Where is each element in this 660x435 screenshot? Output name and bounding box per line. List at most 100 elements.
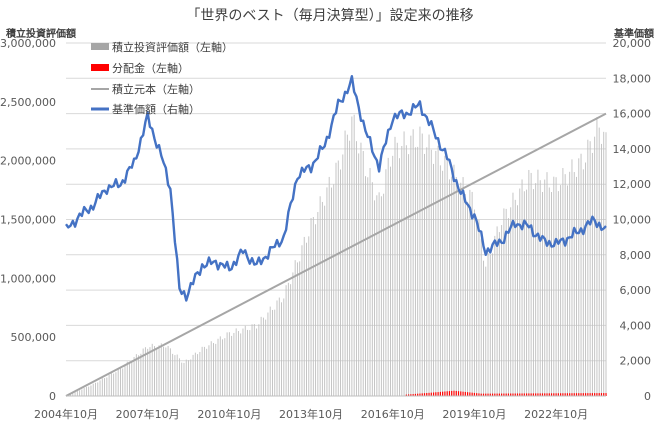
valuation-bar	[337, 160, 339, 396]
valuation-bar	[319, 196, 321, 396]
distribution-bar	[569, 393, 571, 396]
valuation-bar	[362, 151, 364, 396]
distribution-bar	[480, 393, 482, 396]
valuation-bar	[598, 127, 600, 396]
valuation-bar	[346, 134, 348, 396]
valuation-bar	[414, 147, 416, 396]
valuation-bar	[269, 306, 271, 396]
valuation-bar	[483, 260, 484, 396]
valuation-bar	[551, 192, 552, 396]
distribution-bar	[478, 393, 480, 396]
distribution-bar	[437, 392, 439, 396]
valuation-bar	[160, 343, 162, 396]
valuation-bar	[99, 380, 101, 396]
valuation-bar	[138, 355, 140, 396]
valuation-bar	[464, 194, 466, 396]
valuation-bar	[117, 369, 119, 396]
valuation-bar	[426, 147, 428, 396]
valuation-bar	[113, 373, 115, 396]
valuation-bar	[562, 168, 564, 396]
valuation-bar	[301, 245, 303, 396]
valuation-bar	[555, 177, 557, 396]
distribution-bar	[455, 390, 457, 396]
valuation-bar	[539, 180, 541, 396]
distribution-bar	[582, 393, 584, 396]
valuation-bar	[458, 191, 459, 396]
y-right-tick-label: 8,000	[620, 249, 652, 262]
valuation-bar	[523, 191, 525, 396]
distribution-bar	[448, 391, 451, 396]
valuation-bar	[201, 346, 203, 396]
y-right-axis-label: 基準価額	[613, 27, 654, 40]
valuation-bar	[83, 387, 85, 396]
valuation-bar	[124, 365, 126, 396]
valuation-bar	[312, 217, 314, 396]
valuation-bar	[251, 324, 253, 396]
valuation-bar	[501, 225, 503, 396]
distribution-bar	[525, 393, 528, 396]
valuation-bar	[349, 140, 351, 396]
chart-title: 「世界のベスト（毎月決算型）」設定来の推移	[186, 8, 473, 24]
valuation-bar	[247, 329, 248, 396]
valuation-bar	[560, 185, 562, 396]
valuation-bar	[417, 146, 419, 396]
valuation-bar	[181, 362, 183, 396]
valuation-bar	[203, 346, 205, 396]
valuation-bar	[199, 351, 201, 396]
valuation-bar	[408, 154, 410, 396]
y-left-tick-label: 3,000,000	[0, 37, 56, 50]
valuation-bar	[133, 357, 135, 396]
valuation-bar	[144, 347, 146, 396]
valuation-bar	[154, 346, 155, 396]
valuation-bar	[573, 172, 575, 396]
distribution-bar	[605, 393, 607, 396]
valuation-bar	[517, 205, 518, 396]
valuation-bar	[399, 158, 400, 396]
y-right-tick-label: 0	[644, 390, 651, 403]
nav-line	[65, 74, 607, 302]
valuation-bar	[149, 347, 151, 396]
valuation-bar	[224, 338, 226, 396]
y-right-tick-label: 18,000	[613, 72, 652, 85]
y-left-tick-label: 500,000	[11, 331, 57, 344]
valuation-bar	[174, 355, 176, 396]
valuation-bar	[190, 359, 192, 396]
distribution-bar	[535, 393, 537, 396]
distribution-bar	[489, 393, 491, 396]
valuation-bar	[439, 165, 441, 396]
valuation-bar	[258, 324, 260, 396]
valuation-bar	[521, 179, 523, 396]
distribution-bar	[494, 393, 496, 396]
valuation-bar	[371, 182, 373, 396]
valuation-bar	[101, 378, 103, 396]
valuation-bar	[88, 386, 90, 396]
distribution-bar	[496, 393, 498, 396]
distribution-bar	[512, 393, 514, 396]
distribution-bar	[476, 393, 478, 396]
valuation-bar	[228, 332, 230, 396]
distribution-bar	[405, 394, 407, 396]
valuation-bar	[142, 348, 144, 396]
distribution-bar	[591, 393, 593, 396]
distribution-bar	[550, 393, 553, 396]
valuation-bar	[163, 346, 165, 396]
valuation-bar	[208, 345, 210, 396]
valuation-bar	[580, 153, 582, 396]
legend-label-valuation: 積立投資評価額（左軸）	[112, 40, 233, 54]
valuation-bar	[81, 389, 83, 396]
valuation-bar	[537, 169, 539, 396]
valuation-bar	[383, 193, 385, 396]
valuation-bar	[492, 253, 494, 396]
valuation-bar	[405, 145, 407, 396]
valuation-bar	[444, 155, 446, 396]
valuation-bar	[328, 176, 330, 396]
distribution-bar	[432, 392, 435, 396]
valuation-bar	[176, 354, 178, 396]
valuation-bar	[294, 260, 296, 396]
distribution-bar	[491, 393, 494, 396]
distribution-bar	[514, 393, 516, 396]
valuation-bar	[272, 309, 273, 396]
valuation-bar	[299, 261, 301, 396]
valuation-bar	[532, 189, 534, 396]
valuation-bar	[476, 219, 478, 396]
